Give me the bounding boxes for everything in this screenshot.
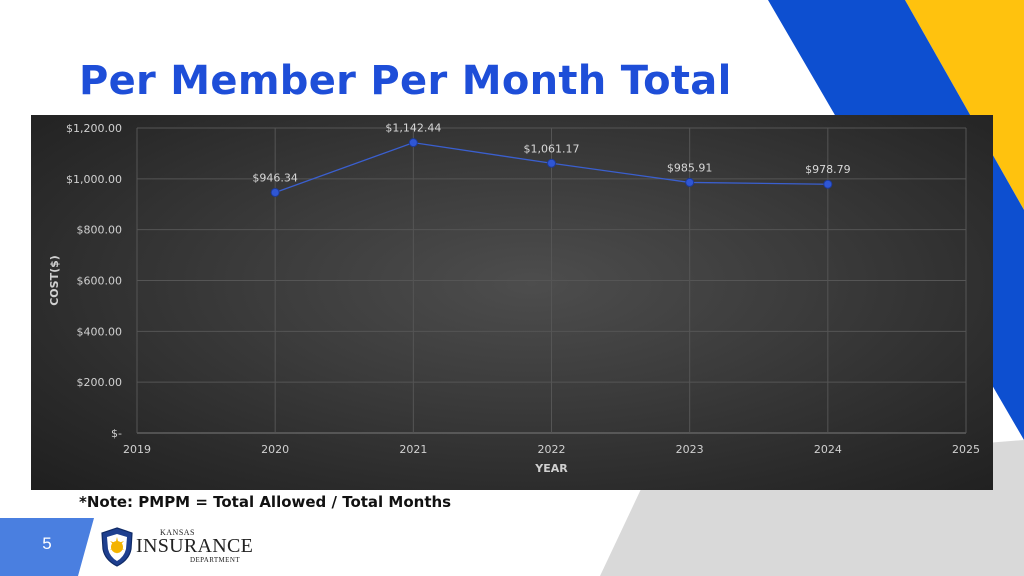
- y-tick-label: $1,000.00: [66, 173, 122, 186]
- y-axis-title: COST($): [48, 255, 61, 306]
- logo-text-department: Department: [190, 556, 240, 564]
- data-point: [547, 158, 556, 168]
- footnote: *Note: PMPM = Total Allowed / Total Mont…: [79, 493, 452, 511]
- x-tick-label: 2019: [123, 443, 151, 456]
- y-tick-label: $200.00: [77, 376, 123, 389]
- y-tick-label: $1,200.00: [66, 122, 122, 135]
- page-number: 5: [42, 534, 52, 553]
- data-label: $946.34: [252, 171, 298, 184]
- chart-panel: $- $200.00 $400.00 $600.00 $800.00 $1,000.00 $…: [31, 115, 993, 490]
- x-tick-label: 2021: [399, 443, 427, 456]
- data-point: [823, 179, 833, 189]
- y-tick-label: $600.00: [77, 275, 123, 288]
- kansas-insurance-shield-icon: [101, 527, 133, 567]
- data-label: $978.79: [805, 163, 851, 176]
- x-tick-label: 2025: [952, 443, 980, 456]
- data-point: [270, 187, 280, 197]
- x-tick-label: 2023: [676, 443, 704, 456]
- data-label: $985.91: [667, 161, 713, 174]
- logo-text-kansas: Kansas: [160, 528, 196, 537]
- y-tick-label: $400.00: [77, 325, 123, 338]
- logo-text-insurance: Insurance: [136, 535, 254, 557]
- data-point: [685, 177, 695, 187]
- x-tick-label: 2020: [261, 443, 289, 456]
- x-tick-label: 2022: [538, 443, 566, 456]
- line-chart: $- $200.00 $400.00 $600.00 $800.00 $1,000.00 $…: [48, 122, 980, 475]
- page-number-tab: [0, 518, 94, 576]
- y-tick-label: $-: [111, 427, 122, 440]
- data-label: $1,142.44: [385, 122, 441, 135]
- y-tick-label: $800.00: [77, 224, 123, 237]
- x-tick-label: 2024: [814, 443, 842, 456]
- data-point: [408, 138, 418, 148]
- slide-title: Per Member Per Month Total: [79, 58, 732, 104]
- data-label: $1,061.17: [524, 142, 580, 155]
- x-axis-title: YEAR: [534, 462, 568, 475]
